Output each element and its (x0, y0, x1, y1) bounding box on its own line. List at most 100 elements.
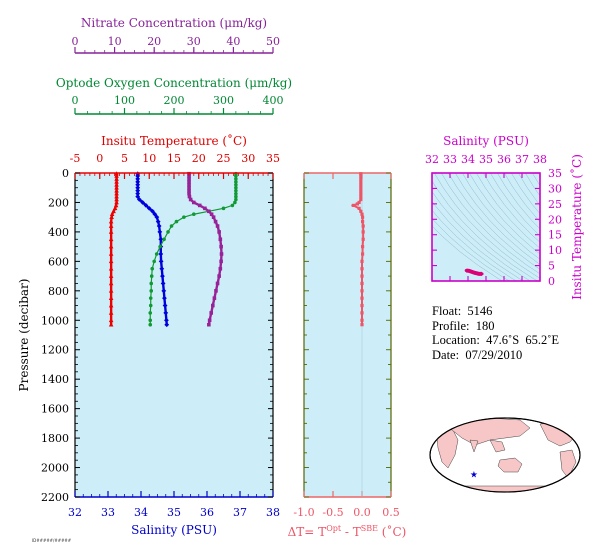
float-id: Float: 5146 (432, 304, 493, 318)
ts-point (470, 270, 474, 274)
profile-series-group (108, 171, 238, 328)
nitrate-point (187, 177, 191, 181)
nitrate-point (212, 296, 217, 300)
pressure-tick-label: 1200 (41, 344, 69, 357)
salinity-point (156, 223, 162, 229)
salinity-axis: 32 33 34 35 36 37 38 (68, 491, 280, 519)
nitrate-point (207, 318, 212, 323)
salinity-point (163, 310, 169, 316)
nitrate-tick-label: 40 (226, 35, 240, 48)
ts-salinity-tick-label: 34 (461, 153, 475, 166)
temperature-tick-label: 15 (167, 152, 181, 165)
salinity-point (135, 194, 141, 199)
salinity-point (135, 191, 141, 197)
oxygen-point (149, 289, 154, 293)
ts-salinity-tick-label: 35 (479, 153, 493, 166)
oxygen-point (148, 322, 153, 327)
delta-t-point (359, 177, 363, 181)
delta-t-point (360, 281, 364, 286)
ts-salinity-tick-label: 33 (443, 153, 457, 166)
nitrate-point (213, 219, 218, 224)
oxygen-tick-label: 100 (114, 94, 135, 107)
salinity-point (135, 173, 141, 179)
delta-t-tick-label: -0.5 (322, 506, 343, 519)
nitrate-point (207, 322, 211, 327)
temperature-point (108, 310, 114, 315)
oxygen-point (192, 212, 196, 217)
nitrate-point (197, 203, 202, 208)
delta-t-point (359, 183, 363, 187)
temperature-point (109, 214, 114, 219)
oxygen-point (174, 219, 179, 224)
nitrate-point (211, 303, 215, 308)
salinity-point (150, 208, 155, 214)
ts-temperature-tick-label: 0 (548, 275, 555, 288)
pressure-tick-label: 200 (48, 196, 69, 209)
salinity-point (146, 205, 152, 211)
temperature-point (108, 251, 114, 256)
oxygen-point (148, 296, 153, 300)
delta-t-point (360, 215, 365, 219)
map-se-asia (489, 439, 506, 453)
oxygen-point (150, 266, 155, 271)
ts-temperature-tick-label: 20 (548, 213, 562, 226)
pressure-axis: 0 200 400 600 800 1000 1200 1400 1600 1800 2000 220… (41, 167, 273, 504)
salinity-point (143, 203, 149, 208)
nitrate-point (219, 259, 223, 264)
float-info: Float: 5146 Profile: 180 Location: 47.6˚S … (432, 304, 559, 362)
pressure-axis-title: Pressure (decibar) (17, 279, 31, 392)
temperature-point (108, 258, 114, 264)
salinity-tick-label: 33 (101, 506, 115, 519)
float-location-marker: ★ (470, 471, 478, 481)
salinity-point (135, 182, 141, 188)
map-greenland (571, 418, 580, 427)
pressure-tick-label: 1600 (41, 403, 69, 416)
oxygen-tick-label: 300 (213, 94, 234, 107)
delta-t-point (355, 202, 359, 206)
pressure-tick-label: 0 (62, 167, 69, 180)
temperature-point (114, 179, 119, 184)
ts-salinity-tick-label: 32 (425, 153, 439, 166)
footer-id: ID#####/##### (32, 538, 72, 543)
delta-t-point (360, 303, 364, 308)
oxygen-tick-label: 200 (164, 94, 185, 107)
profile-number: Profile: 180 (432, 318, 495, 333)
oxygen-point (149, 281, 154, 286)
delta-t-point (360, 259, 364, 263)
salinity-point (158, 258, 164, 264)
temperature-point (108, 322, 114, 327)
oxygen-point (234, 185, 238, 190)
salinity-point (164, 322, 170, 328)
oxygen-tick-label: 400 (263, 94, 284, 107)
ts-temperature-tick-label: 5 (548, 260, 555, 273)
oxygen-point (148, 311, 153, 315)
nitrate-point (218, 237, 223, 242)
salinity-point (162, 303, 168, 308)
temperature-point (108, 303, 114, 308)
nitrate-point (209, 212, 214, 217)
map-india (469, 439, 479, 453)
ts-temperature-title: Insitu Temperature (˚C) (569, 154, 584, 300)
oxygen-point (234, 174, 238, 178)
nitrate-point (217, 230, 221, 234)
ts-salinity-tick-label: 37 (515, 153, 529, 166)
temperature-tick-label: 35 (266, 152, 280, 165)
nitrate-point (209, 311, 214, 315)
ts-panel: 32 33 34 35 36 37 38 0 5 10 15 20 25 30 35 Salinity (P… (425, 134, 584, 300)
salinity-point (135, 185, 141, 191)
delta-t-point (357, 200, 361, 205)
delta-t-point (360, 274, 364, 278)
profile-plot-area (75, 173, 273, 497)
salinity-point (157, 229, 163, 235)
salinity-tick-label: 37 (233, 506, 247, 519)
oxygen-point (162, 237, 166, 242)
nitrate-tick-label: 10 (108, 35, 122, 48)
nitrate-tick-label: 0 (72, 35, 79, 48)
delta-t-tick-label: -1.0 (293, 506, 314, 519)
pressure-tick-label: 2000 (41, 462, 69, 475)
oxygen-point (166, 230, 170, 234)
ts-temperature-tick-label: 25 (548, 198, 562, 211)
salinity-point (161, 288, 167, 294)
pressure-tick-label: 600 (48, 255, 69, 268)
nitrate-point (188, 197, 193, 202)
